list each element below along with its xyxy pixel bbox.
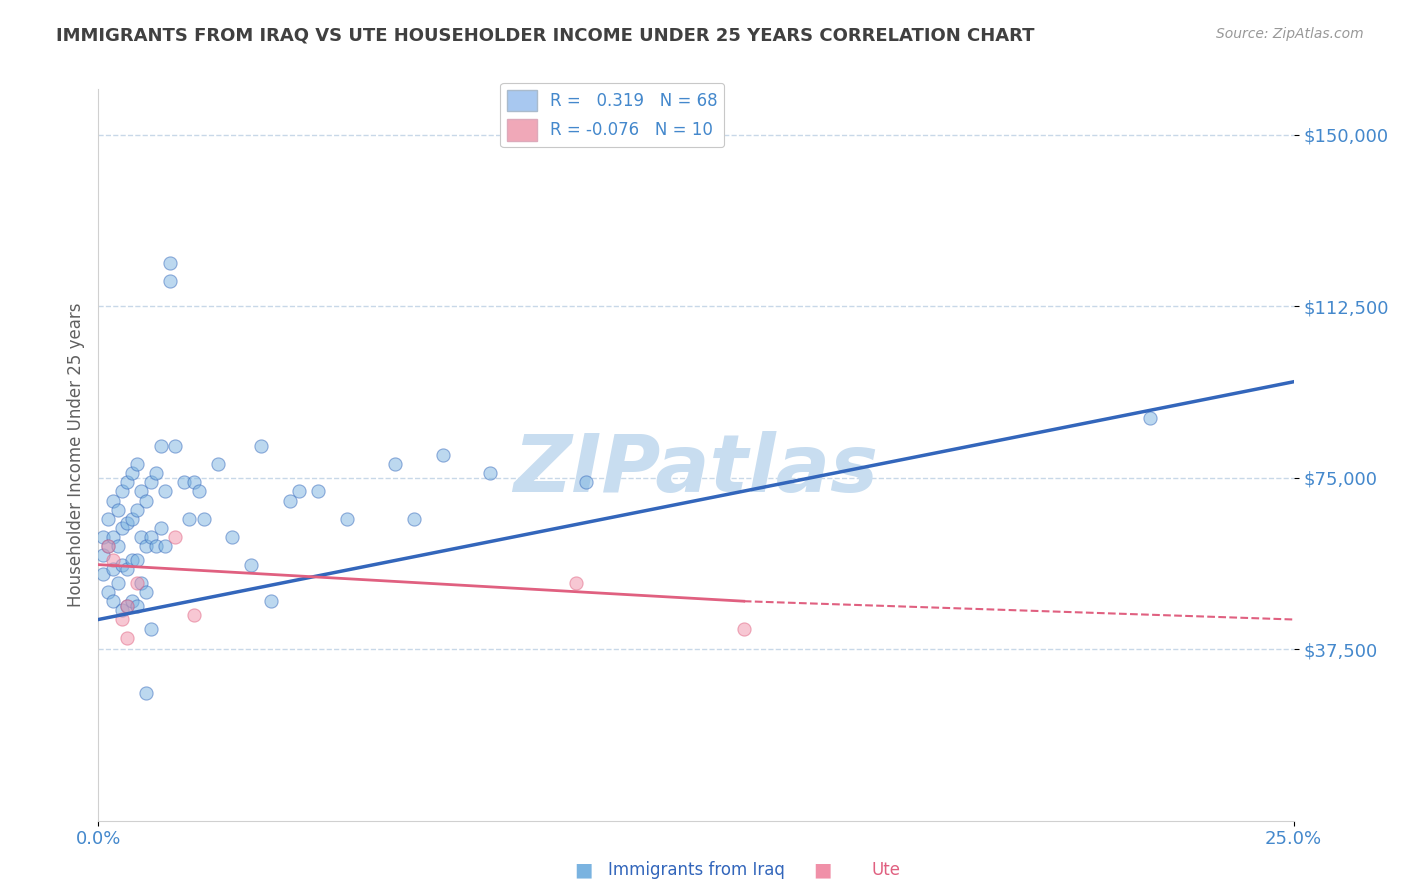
Point [101,530,124,544]
Point [115,599,138,613]
Point [97,512,120,526]
Point [207,457,229,471]
Point [135,585,157,599]
Point [111,612,134,626]
Point [115,631,138,645]
Point [155,484,177,499]
Point [384,457,406,471]
Point [183,607,205,622]
Point [193,512,215,526]
Point [111,484,134,499]
Point [733,622,755,636]
Point [139,530,162,544]
Point [115,562,138,576]
Point [479,466,502,480]
Text: ■: ■ [574,860,593,880]
Point [135,685,157,699]
Point [131,530,153,544]
Point [145,539,167,553]
Point [145,466,167,480]
Point [121,512,143,526]
Point [107,576,129,591]
Point [97,585,120,599]
Point [121,553,143,567]
Point [575,475,598,490]
Point [402,512,425,526]
Text: IMMIGRANTS FROM IRAQ VS UTE HOUSEHOLDER INCOME UNDER 25 YEARS CORRELATION CHART: IMMIGRANTS FROM IRAQ VS UTE HOUSEHOLDER … [56,27,1035,45]
Point [121,466,143,480]
Point [221,530,243,544]
Point [125,576,148,591]
Text: Source: ZipAtlas.com: Source: ZipAtlas.com [1216,27,1364,41]
Point [111,521,134,535]
Point [91,530,114,544]
Point [135,539,157,553]
Text: ZIPatlas: ZIPatlas [513,431,879,508]
Point [125,599,148,613]
Point [125,457,148,471]
Legend: R =   0.319   N = 68, R = -0.076   N = 10: R = 0.319 N = 68, R = -0.076 N = 10 [501,83,724,147]
Text: Immigrants from Iraq: Immigrants from Iraq [607,861,785,879]
Point [336,512,359,526]
Point [91,566,114,581]
Point [183,475,205,490]
Point [155,539,177,553]
Point [187,484,209,499]
Point [131,576,153,591]
Point [288,484,311,499]
Point [107,502,129,516]
Point [115,516,138,531]
Point [163,439,186,453]
Point [163,530,186,544]
Point [259,594,281,608]
Point [97,539,120,553]
Point [101,562,124,576]
Point [101,493,124,508]
Point [101,553,124,567]
Point [1139,411,1161,425]
Point [240,558,263,572]
Text: ■: ■ [813,860,832,880]
Point [115,475,138,490]
Point [278,493,301,508]
Point [111,558,134,572]
Point [250,439,273,453]
Point [139,475,162,490]
Text: Ute: Ute [872,861,900,879]
Point [159,274,181,288]
Point [97,539,120,553]
Point [131,484,153,499]
Point [432,448,454,462]
Point [107,539,129,553]
Point [307,484,329,499]
Point [125,553,148,567]
Point [139,622,162,636]
Y-axis label: Householder Income Under 25 years: Householder Income Under 25 years [66,302,84,607]
Point [565,576,588,591]
Point [121,594,143,608]
Point [125,502,148,516]
Point [149,439,172,453]
Point [159,256,181,270]
Point [101,594,124,608]
Point [135,493,157,508]
Point [173,475,195,490]
Point [115,599,138,613]
Point [149,521,172,535]
Point [91,549,114,563]
Point [111,603,134,617]
Point [179,512,201,526]
